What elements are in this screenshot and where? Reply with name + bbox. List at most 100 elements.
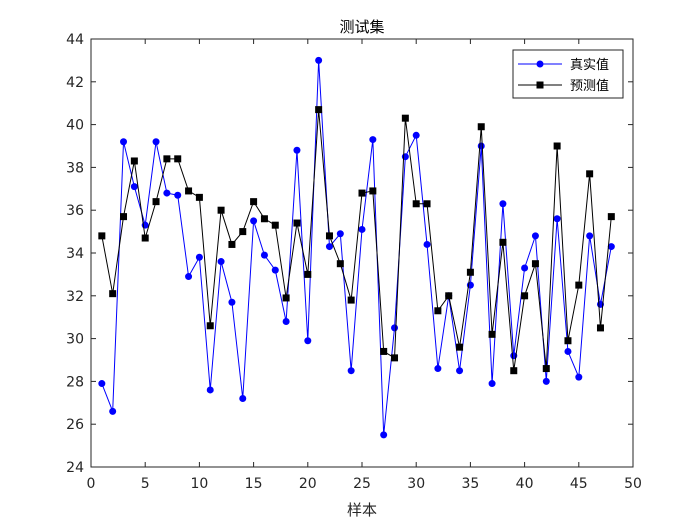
data-point xyxy=(531,260,539,268)
data-point xyxy=(185,273,193,281)
data-point xyxy=(607,213,615,221)
x-tick-label: 40 xyxy=(516,476,534,492)
series-line xyxy=(101,60,612,435)
data-point xyxy=(477,123,485,131)
data-point xyxy=(250,217,258,225)
data-point xyxy=(228,240,236,248)
data-point xyxy=(499,238,507,246)
legend-marker-series-2 xyxy=(536,81,544,89)
data-point xyxy=(347,296,355,304)
data-point xyxy=(293,146,301,154)
y-tick-label: 40 xyxy=(66,118,84,134)
chart-title: 测试集 xyxy=(339,18,384,36)
data-point xyxy=(152,198,160,206)
series-line xyxy=(101,109,612,371)
data-point xyxy=(553,142,561,150)
x-tick-label: 50 xyxy=(624,476,642,492)
data-point xyxy=(271,221,279,229)
data-point xyxy=(499,200,507,208)
data-point xyxy=(98,380,106,388)
legend-label-series-1: 真实值 xyxy=(570,57,609,73)
data-point xyxy=(553,215,561,223)
data-point xyxy=(163,155,171,163)
data-point xyxy=(336,260,344,268)
data-point xyxy=(466,268,474,276)
data-point xyxy=(564,337,572,345)
x-tick-label: 10 xyxy=(190,476,208,492)
series-2 xyxy=(98,106,615,375)
legend-label-series-2: 预测值 xyxy=(570,78,609,94)
data-point xyxy=(217,258,225,266)
data-point xyxy=(228,298,236,306)
data-point xyxy=(596,324,604,332)
data-point xyxy=(174,155,182,163)
data-point xyxy=(163,189,171,197)
data-point xyxy=(250,198,258,206)
data-point xyxy=(120,213,128,221)
data-point xyxy=(109,407,117,415)
y-tick-label: 26 xyxy=(66,417,84,433)
legend-box xyxy=(512,49,624,99)
x-axis-title: 样本 xyxy=(347,501,377,519)
y-tick-label: 42 xyxy=(66,75,84,91)
data-point xyxy=(358,225,366,233)
x-tick-label: 30 xyxy=(407,476,425,492)
data-point xyxy=(130,183,138,191)
data-point xyxy=(380,347,388,355)
x-tick-label: 0 xyxy=(87,476,96,492)
data-point xyxy=(434,365,442,373)
data-point xyxy=(369,187,377,195)
y-tick-label: 34 xyxy=(66,246,84,262)
x-tick-label: 15 xyxy=(245,476,263,492)
data-point xyxy=(391,354,399,362)
data-point xyxy=(195,253,203,261)
legend: 真实值 预测值 xyxy=(512,49,624,99)
y-tick-label: 28 xyxy=(66,374,84,390)
data-point xyxy=(206,322,214,330)
data-point xyxy=(510,367,518,375)
data-point xyxy=(98,232,106,240)
data-point xyxy=(336,230,344,238)
data-point xyxy=(531,232,539,240)
data-point xyxy=(521,292,529,300)
data-point xyxy=(542,377,550,385)
data-point xyxy=(239,395,247,403)
data-point xyxy=(401,153,409,161)
data-point xyxy=(586,232,594,240)
data-point xyxy=(185,187,193,195)
y-tick-label: 36 xyxy=(66,203,84,219)
data-point xyxy=(391,324,399,332)
series-layer xyxy=(98,56,615,439)
data-point xyxy=(239,228,247,236)
data-point xyxy=(412,200,420,208)
data-point xyxy=(325,243,333,251)
legend-marker-series-1 xyxy=(536,60,544,68)
x-tick-label: 35 xyxy=(461,476,479,492)
data-point xyxy=(521,264,529,272)
data-point xyxy=(380,431,388,439)
data-point xyxy=(358,189,366,197)
data-point xyxy=(456,343,464,351)
y-tick-label: 24 xyxy=(66,460,84,476)
data-point xyxy=(564,347,572,355)
y-tick-label: 44 xyxy=(66,32,84,48)
data-point xyxy=(120,138,128,146)
x-tick-label: 45 xyxy=(570,476,588,492)
data-point xyxy=(130,157,138,165)
ticks-layer: 0 5 10 15 20 25 30 35 40 45 50 24 26 28 30 32 34 36 38 40 42… xyxy=(66,32,642,492)
data-point xyxy=(434,307,442,315)
data-point xyxy=(174,191,182,199)
data-point xyxy=(282,294,290,302)
y-tick-label: 32 xyxy=(66,289,84,305)
data-point xyxy=(347,367,355,375)
data-point xyxy=(315,56,323,64)
data-point xyxy=(456,367,464,375)
data-point xyxy=(109,290,117,298)
data-point xyxy=(488,330,496,338)
data-point xyxy=(369,136,377,144)
data-point xyxy=(325,232,333,240)
data-point xyxy=(315,106,323,114)
x-tick-label: 5 xyxy=(141,476,150,492)
data-point xyxy=(152,138,160,146)
